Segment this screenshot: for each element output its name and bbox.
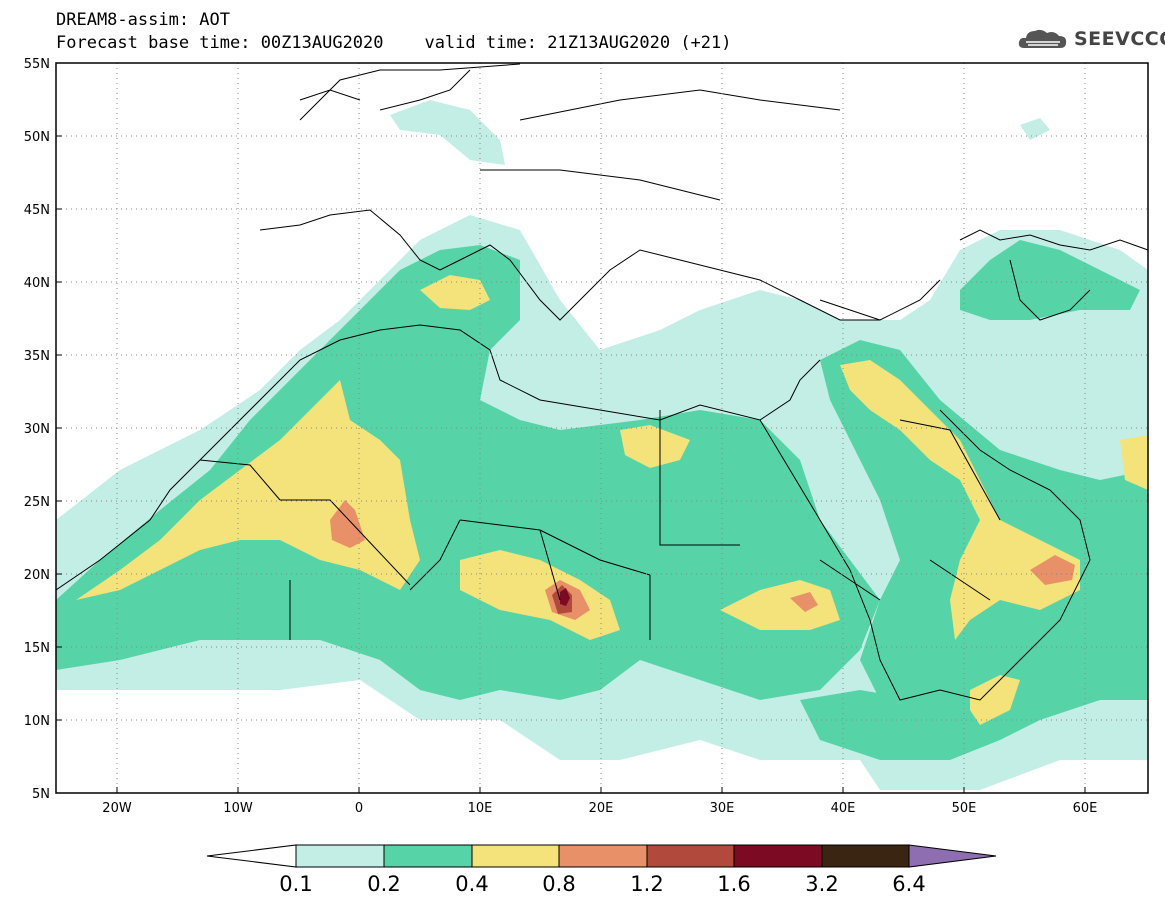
aot-0.2-region-eafrica <box>800 690 960 760</box>
coastlines <box>56 63 1148 701</box>
aot-field <box>56 100 1148 790</box>
lat-label: 45N <box>24 203 50 218</box>
logo-text: SEEVCCC <box>1074 28 1165 50</box>
graticule <box>56 63 1148 793</box>
seevccc-logo: SEEVCCC <box>1018 26 1165 54</box>
colorbar-swatch <box>908 844 997 868</box>
aot-0.8-region-oman <box>1030 555 1075 585</box>
lon-label: 60E <box>1073 801 1098 816</box>
colorbar-swatch <box>471 844 560 868</box>
aot-0.4-region-libya <box>620 425 690 468</box>
lon-label: 30E <box>710 801 735 816</box>
colorbar-swatch <box>558 844 648 868</box>
colorbar <box>206 844 997 868</box>
aot-0.4-region-gulf <box>1120 435 1148 490</box>
lon-label: 10E <box>468 801 493 816</box>
aot-0.2-region-west <box>56 245 880 700</box>
colorbar-label: 0.1 <box>279 872 312 896</box>
lon-label: 40E <box>831 801 856 816</box>
aot-0.4-region-sardinia <box>420 275 490 310</box>
lat-label: 30N <box>24 422 50 437</box>
colorbar-label: 0.4 <box>455 872 488 896</box>
lon-label: 50E <box>952 801 977 816</box>
colorbar-label: 0.2 <box>367 872 400 896</box>
colorbar-label: 1.2 <box>630 872 663 896</box>
lat-ticks <box>56 62 62 721</box>
lat-label: 15N <box>24 641 50 656</box>
lon-label: 0 <box>355 801 363 816</box>
aot-0.8-region-sudan <box>790 592 818 612</box>
aot-0.2-region-caspian <box>960 240 1140 320</box>
lat-label: 25N <box>24 495 50 510</box>
lon-label: 20E <box>589 801 614 816</box>
aot-0.1-region-europe <box>390 100 505 165</box>
aot-0.4-region-arabia <box>840 360 1080 640</box>
colorbar-label: 6.4 <box>892 872 925 896</box>
forecast-times: Forecast base time: 00Z13AUG2020 valid t… <box>56 33 732 53</box>
colorbar-label: 3.2 <box>805 872 838 896</box>
aot-0.8-region-mali <box>330 500 365 548</box>
colorbar-label: 0.8 <box>542 872 575 896</box>
colorbar-swatch <box>733 844 823 868</box>
aot-0.4-region-sahara <box>76 380 420 600</box>
lat-label: 40N <box>24 276 50 291</box>
lat-label: 50N <box>24 130 50 145</box>
colorbar-swatch <box>295 844 385 868</box>
map-title: DREAM8-assim: AOT <box>56 10 230 30</box>
aot-0.4-region-horn <box>970 675 1020 725</box>
lon-ticks <box>116 787 1086 793</box>
colorbar-swatch <box>206 844 297 868</box>
colorbar-swatch <box>821 844 910 868</box>
lon-label: 10W <box>223 801 253 816</box>
lat-label: 10N <box>24 714 50 729</box>
lon-label: 20W <box>102 801 132 816</box>
colorbar-label: 1.6 <box>717 872 750 896</box>
aot-0.1-region-east <box>1020 118 1050 140</box>
cloud-icon <box>1018 29 1067 48</box>
aot-0.4-region-chad <box>460 550 620 640</box>
lat-label: 35N <box>24 349 50 364</box>
lat-label: 20N <box>24 568 50 583</box>
aot-1.6-region-chad <box>560 588 570 606</box>
lat-label: 5N <box>32 787 50 802</box>
colorbar-swatch <box>383 844 473 868</box>
lat-label: 55N <box>24 57 50 72</box>
colorbar-swatch <box>646 844 735 868</box>
